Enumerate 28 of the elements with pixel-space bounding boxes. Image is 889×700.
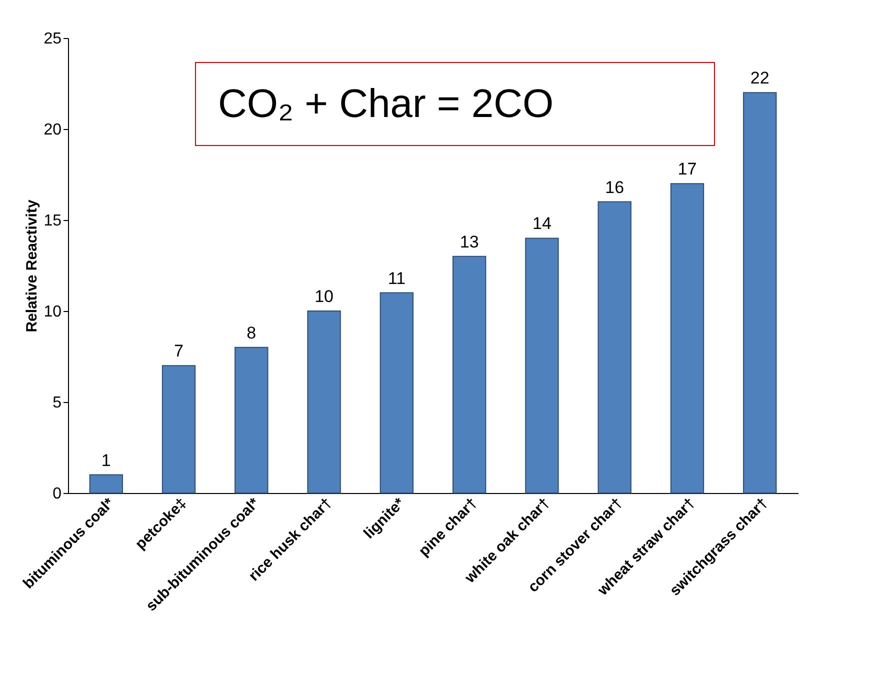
y-tick-label: 5 (52, 394, 62, 412)
y-tick-label: 0 (52, 486, 62, 502)
bar (743, 92, 777, 494)
y-tick-label: 10 (44, 304, 62, 320)
data-label: 11 (388, 268, 406, 288)
data-label: 8 (246, 323, 256, 342)
data-label: 10 (314, 287, 334, 306)
bar (89, 474, 123, 494)
bar (234, 346, 268, 494)
y-tick-label: 20 (44, 122, 62, 138)
data-label: 16 (605, 178, 624, 197)
bar (380, 292, 414, 494)
data-label: 1 (101, 450, 111, 470)
data-label: 13 (460, 232, 479, 252)
y-tick-label: 25 (44, 30, 62, 48)
data-label: 22 (750, 68, 770, 88)
bar (452, 256, 486, 494)
data-label: 17 (678, 160, 697, 179)
bar (162, 365, 196, 494)
bar (307, 310, 341, 494)
annotation: CO₂ + Char = 2CO (195, 62, 715, 146)
data-label: 7 (174, 342, 184, 361)
y-tick-label: 15 (44, 212, 62, 230)
y-axis-title: Relative Reactivity (24, 199, 41, 332)
data-label: 14 (532, 214, 552, 234)
bar (598, 201, 632, 494)
bar (670, 183, 704, 494)
bar (525, 238, 559, 494)
